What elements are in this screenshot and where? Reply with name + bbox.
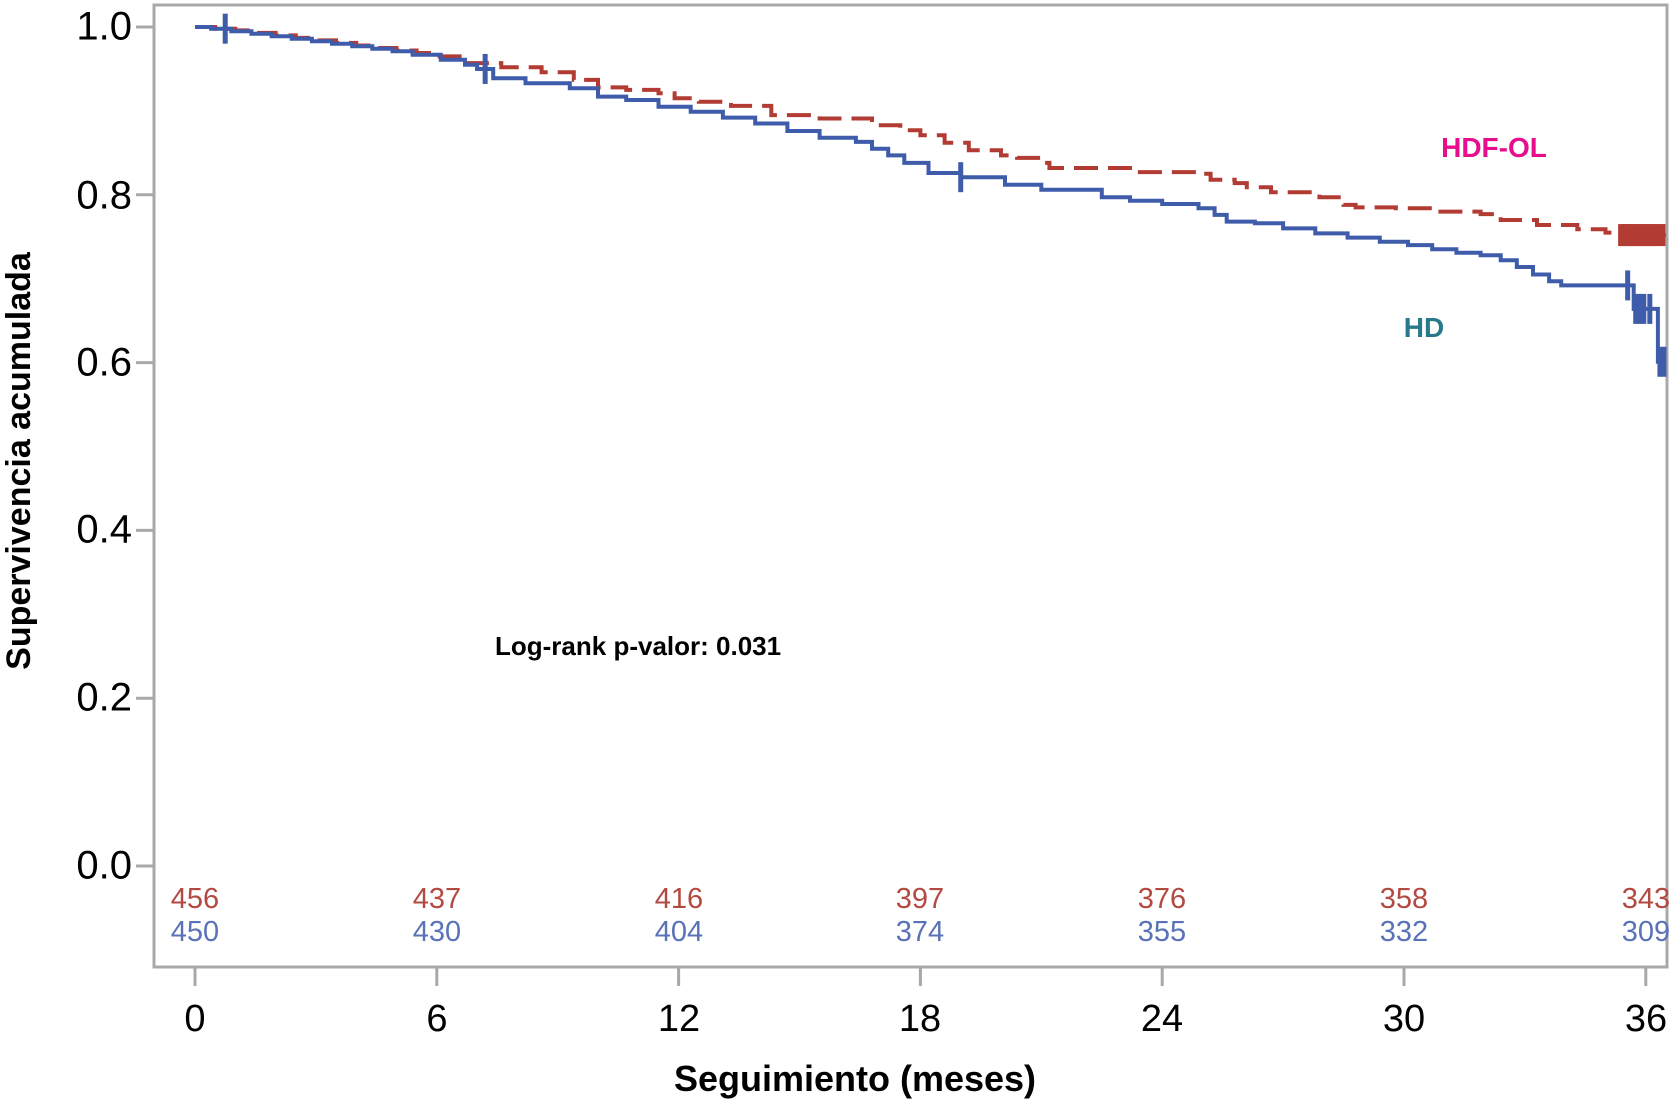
x-tick-label-24: 24 xyxy=(1140,998,1184,1040)
x-tick-label-36: 36 xyxy=(1624,998,1668,1040)
at-risk-hd-24: 355 xyxy=(1137,916,1187,948)
at-risk-hdfol-36: 343 xyxy=(1621,883,1671,915)
at-risk-hdfol-24: 376 xyxy=(1137,883,1187,915)
at-risk-hdfol-6: 437 xyxy=(412,883,462,915)
x-tick-label-30: 30 xyxy=(1382,998,1426,1040)
at-risk-hd-36: 309 xyxy=(1621,916,1671,948)
x-tick-label-12: 12 xyxy=(657,998,701,1040)
at-risk-hd-30: 332 xyxy=(1379,916,1429,948)
logrank-annotation: Log-rank p-valor: 0.031 xyxy=(495,631,782,661)
at-risk-hdfol-0: 456 xyxy=(170,883,220,915)
x-axis-title: Seguimiento (meses) xyxy=(673,1058,1037,1099)
at-risk-hdfol-18: 397 xyxy=(895,883,945,915)
at-risk-hdfol-30: 358 xyxy=(1379,883,1429,915)
at-risk-hd-18: 374 xyxy=(895,916,945,948)
y-tick-label-0.4: 0.4 xyxy=(76,507,132,552)
x-tick-label-18: 18 xyxy=(898,998,942,1040)
at-risk-hd-0: 450 xyxy=(170,916,220,948)
y-axis-title: Supervivencia acumulada xyxy=(0,252,38,670)
series-label-hd: HD xyxy=(1403,312,1445,343)
at-risk-hd-12: 404 xyxy=(654,916,704,948)
y-tick-label-1.0: 1.0 xyxy=(76,4,132,49)
at-risk-hdfol-12: 416 xyxy=(654,883,704,915)
y-tick-label-0.0: 0.0 xyxy=(76,843,132,888)
at-risk-hd-6: 430 xyxy=(412,916,462,948)
y-tick-label-0.6: 0.6 xyxy=(76,340,132,385)
series-label-hdfol: HDF-OL xyxy=(1441,132,1547,163)
y-tick-label-0.2: 0.2 xyxy=(76,675,132,720)
x-tick-label-0: 0 xyxy=(184,998,206,1040)
x-tick-label-6: 6 xyxy=(426,998,448,1040)
y-tick-label-0.8: 0.8 xyxy=(76,173,132,218)
